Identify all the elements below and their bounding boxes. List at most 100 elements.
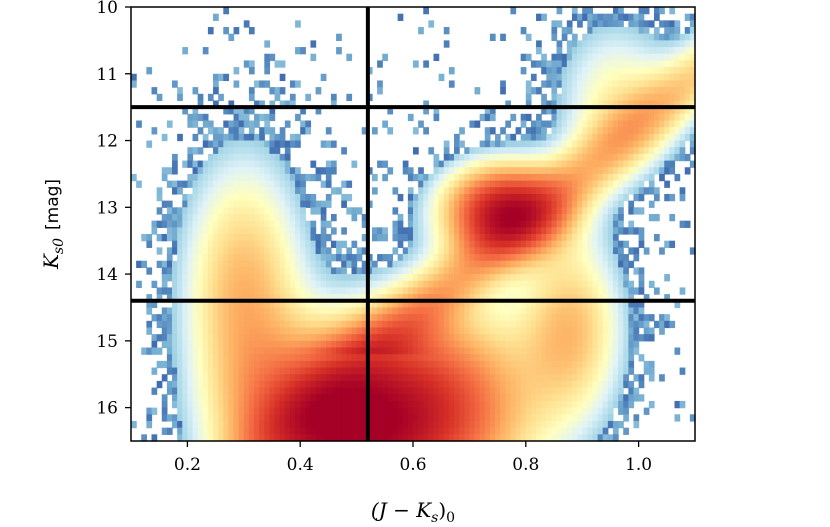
heatmap-cell (295, 320, 301, 329)
heatmap-cell (561, 160, 568, 168)
heatmap-cell (310, 260, 317, 268)
heatmap-cell (207, 153, 214, 162)
heatmap-cell (407, 374, 414, 382)
heatmap-cell (659, 127, 665, 135)
heatmap-cell (397, 374, 404, 382)
heatmap-cell (469, 280, 476, 289)
heatmap-cell (413, 407, 419, 415)
heatmap-cell (484, 300, 491, 309)
heatmap-cell (177, 187, 183, 195)
heatmap-cell (541, 120, 547, 128)
heatmap-cell (187, 427, 194, 435)
heatmap-cell (530, 153, 537, 162)
heatmap-cell (310, 327, 317, 335)
heatmap-cell (418, 240, 424, 248)
heatmap-cell (448, 260, 455, 268)
heatmap-cell (618, 53, 624, 62)
heatmap-cell (402, 314, 409, 322)
heatmap-cell (213, 254, 219, 262)
heatmap-cell (279, 414, 286, 422)
heatmap-cell (515, 327, 522, 335)
heatmap-cell (166, 340, 173, 349)
heatmap-cell (500, 407, 506, 415)
heatmap-cell (464, 240, 470, 248)
heatmap-cell (392, 427, 399, 435)
heatmap-cell (530, 254, 537, 262)
heatmap-cell (289, 347, 296, 355)
heatmap-cell (489, 394, 496, 402)
heatmap-cell (474, 147, 481, 155)
heatmap-cell (474, 320, 481, 329)
heatmap-cell (151, 314, 158, 322)
heatmap-cell (669, 127, 676, 135)
heatmap-cell (489, 260, 496, 268)
heatmap-cell (464, 274, 470, 282)
heatmap-cell (536, 40, 542, 48)
heatmap-cell (202, 314, 209, 322)
heatmap-cell (556, 307, 563, 315)
heatmap-cell (413, 367, 419, 375)
heatmap-cell (664, 320, 670, 329)
heatmap-cell (243, 294, 250, 302)
heatmap-cell (151, 220, 158, 228)
heatmap-cell (653, 120, 660, 128)
heatmap-cell (341, 280, 347, 289)
heatmap-cell (228, 133, 235, 142)
heatmap-cell (387, 294, 394, 302)
heatmap-cell (566, 340, 573, 349)
heatmap-cell (597, 120, 604, 128)
heatmap-cell (459, 327, 465, 335)
heatmap-cell (495, 294, 501, 302)
heatmap-cell (341, 147, 347, 155)
heatmap-cell (587, 113, 594, 122)
heatmap-cell (459, 400, 465, 409)
heatmap-cell (582, 300, 588, 309)
heatmap-cell (315, 300, 322, 309)
heatmap-cell (418, 414, 424, 422)
heatmap-cell (515, 274, 522, 282)
heatmap-cell (213, 140, 219, 148)
heatmap-cell (330, 314, 337, 322)
heatmap-cell (330, 374, 337, 382)
heatmap-cell (484, 434, 491, 442)
heatmap-cell (192, 400, 199, 409)
heatmap-cell (669, 240, 676, 248)
heatmap-cell (582, 294, 588, 302)
heatmap-cell (177, 300, 183, 309)
heatmap-cell (402, 334, 409, 342)
heatmap-cell (571, 227, 578, 235)
heatmap-cell (587, 414, 594, 422)
heatmap-cell (377, 380, 383, 389)
heatmap-cell (628, 120, 635, 128)
heatmap-cell (618, 280, 624, 289)
heatmap-cell (454, 380, 460, 389)
heatmap-cell (623, 173, 629, 182)
heatmap-cell (295, 113, 301, 122)
heatmap-cell (213, 13, 219, 21)
heatmap-cell (361, 280, 368, 289)
heatmap-cell (269, 100, 276, 108)
heatmap-cell (510, 347, 517, 355)
heatmap-cell (218, 207, 224, 215)
y-tick-label: 16 (96, 399, 118, 419)
heatmap-cell (474, 227, 481, 235)
heatmap-cell (592, 294, 599, 302)
heatmap-cell (223, 107, 230, 115)
heatmap-cell (597, 13, 604, 21)
heatmap-cell (653, 140, 660, 148)
heatmap-cell (612, 93, 619, 102)
heatmap-cell (248, 107, 255, 115)
heatmap-cell (177, 254, 183, 262)
heatmap-cell (392, 374, 399, 382)
heatmap-cell (330, 307, 337, 315)
heatmap-cell (264, 234, 271, 242)
heatmap-cell (571, 274, 578, 282)
heatmap-cell (443, 420, 450, 429)
heatmap-cell (479, 200, 486, 208)
heatmap-cell (443, 240, 450, 248)
heatmap-cell (413, 267, 419, 275)
heatmap-cell (623, 53, 629, 62)
heatmap-cell (577, 407, 583, 415)
heatmap-cell (643, 153, 650, 162)
heatmap-cell (612, 7, 619, 15)
